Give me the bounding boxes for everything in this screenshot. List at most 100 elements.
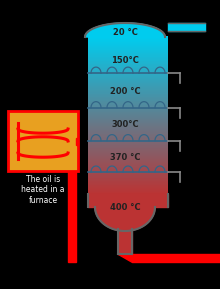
Polygon shape — [88, 118, 168, 119]
Polygon shape — [88, 156, 168, 157]
Polygon shape — [88, 79, 168, 80]
Polygon shape — [88, 170, 168, 171]
Polygon shape — [88, 142, 168, 143]
Polygon shape — [88, 89, 168, 90]
Polygon shape — [88, 41, 168, 42]
Polygon shape — [88, 100, 168, 101]
Polygon shape — [88, 147, 168, 148]
Polygon shape — [88, 103, 168, 104]
Polygon shape — [88, 124, 168, 125]
Polygon shape — [88, 64, 168, 65]
Polygon shape — [88, 187, 168, 188]
Polygon shape — [88, 119, 168, 120]
Polygon shape — [88, 106, 168, 107]
Polygon shape — [88, 183, 168, 184]
Polygon shape — [88, 60, 168, 61]
Polygon shape — [88, 148, 168, 149]
Text: 200 °C: 200 °C — [110, 88, 140, 97]
Polygon shape — [88, 207, 168, 231]
Polygon shape — [88, 86, 168, 87]
Polygon shape — [88, 191, 168, 192]
Polygon shape — [88, 186, 168, 187]
Polygon shape — [88, 165, 168, 166]
Polygon shape — [88, 175, 168, 176]
Polygon shape — [88, 45, 168, 46]
FancyBboxPatch shape — [8, 111, 78, 171]
Polygon shape — [88, 98, 168, 99]
Text: 300°C: 300°C — [111, 121, 139, 129]
Polygon shape — [88, 157, 168, 158]
Polygon shape — [88, 72, 168, 73]
Polygon shape — [88, 151, 168, 152]
Polygon shape — [88, 92, 168, 93]
Polygon shape — [88, 181, 168, 182]
Polygon shape — [88, 131, 168, 132]
Polygon shape — [88, 65, 168, 66]
Polygon shape — [88, 81, 168, 82]
Polygon shape — [88, 137, 168, 138]
Polygon shape — [88, 67, 168, 68]
Polygon shape — [88, 167, 168, 168]
Polygon shape — [88, 117, 168, 118]
Polygon shape — [88, 129, 168, 130]
Polygon shape — [88, 44, 168, 45]
Polygon shape — [88, 95, 168, 96]
Polygon shape — [88, 38, 168, 39]
Polygon shape — [88, 178, 168, 179]
Polygon shape — [88, 171, 168, 172]
Polygon shape — [88, 83, 168, 84]
Polygon shape — [88, 77, 168, 78]
Polygon shape — [88, 132, 168, 133]
Text: The oil is
heated in a
furnace: The oil is heated in a furnace — [21, 175, 65, 205]
Polygon shape — [88, 194, 168, 207]
Polygon shape — [88, 57, 168, 58]
Polygon shape — [88, 180, 168, 181]
Polygon shape — [168, 23, 205, 31]
Polygon shape — [88, 82, 168, 83]
Polygon shape — [88, 144, 168, 145]
Polygon shape — [88, 99, 168, 100]
Polygon shape — [88, 49, 168, 50]
Polygon shape — [88, 85, 168, 86]
Polygon shape — [88, 96, 168, 97]
Polygon shape — [88, 146, 168, 147]
Polygon shape — [88, 101, 168, 102]
Polygon shape — [88, 102, 168, 103]
Text: 400 °C: 400 °C — [110, 203, 140, 212]
Polygon shape — [88, 125, 168, 126]
Polygon shape — [88, 150, 168, 151]
Polygon shape — [88, 143, 168, 144]
Polygon shape — [88, 130, 168, 131]
Polygon shape — [88, 87, 168, 88]
Polygon shape — [88, 74, 168, 75]
Polygon shape — [88, 173, 168, 174]
Polygon shape — [88, 47, 168, 48]
Polygon shape — [88, 90, 168, 91]
Polygon shape — [88, 84, 168, 85]
Polygon shape — [88, 88, 168, 89]
Polygon shape — [88, 97, 168, 98]
Polygon shape — [88, 58, 168, 59]
Polygon shape — [88, 43, 168, 44]
Polygon shape — [88, 152, 168, 153]
Polygon shape — [88, 140, 168, 141]
Polygon shape — [118, 229, 132, 254]
Polygon shape — [88, 193, 168, 194]
Polygon shape — [88, 116, 168, 117]
Polygon shape — [88, 76, 168, 77]
Polygon shape — [88, 75, 168, 76]
Polygon shape — [88, 54, 168, 55]
Polygon shape — [88, 185, 168, 186]
Polygon shape — [88, 159, 168, 160]
Polygon shape — [88, 94, 168, 95]
Polygon shape — [88, 164, 168, 165]
Text: 370 °C: 370 °C — [110, 153, 140, 162]
Polygon shape — [88, 149, 168, 150]
Polygon shape — [88, 123, 168, 124]
Polygon shape — [88, 114, 168, 115]
Polygon shape — [88, 126, 168, 127]
Polygon shape — [76, 138, 78, 144]
Polygon shape — [88, 134, 168, 135]
Polygon shape — [88, 128, 168, 129]
Polygon shape — [88, 107, 168, 108]
